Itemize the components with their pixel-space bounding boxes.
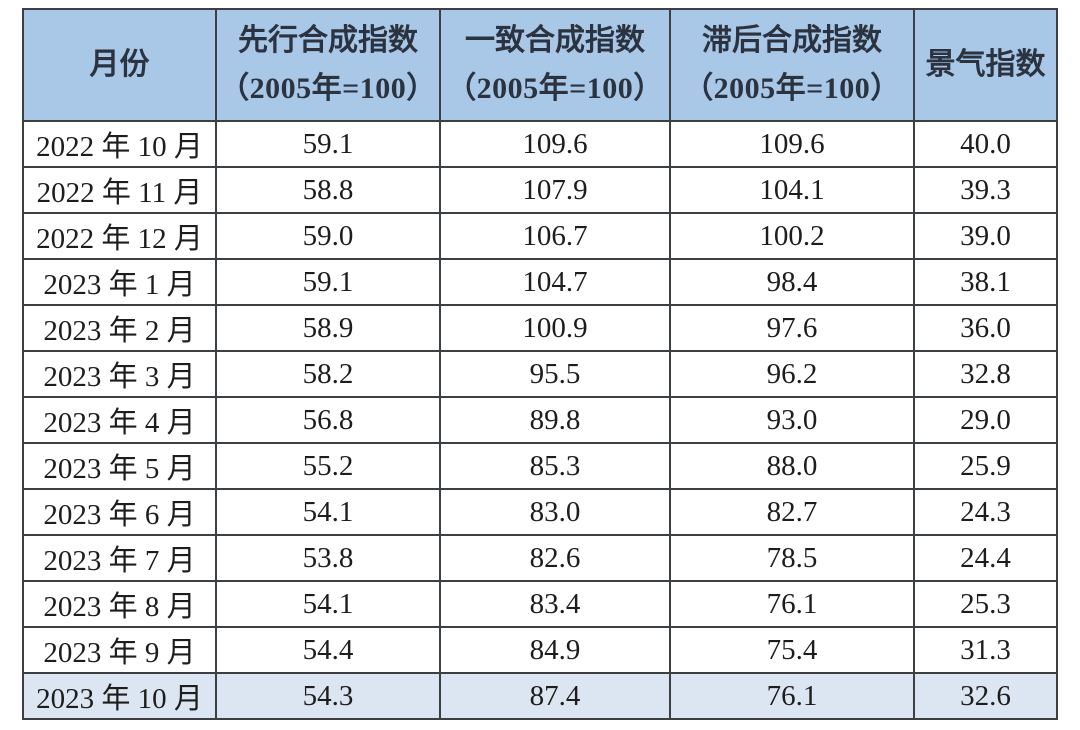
column-header-month: 月份 (22, 8, 217, 122)
lagging-index-cell: 76.1 (669, 580, 915, 628)
coincident-index-cell: 95.5 (439, 350, 671, 398)
month-cell: 2023 年 4 月 (22, 396, 217, 444)
lagging-index-cell: 78.5 (669, 534, 915, 582)
leading-index-cell: 58.8 (215, 166, 441, 214)
table-row: 2022 年 10 月 59.1 109.6 109.6 40.0 (22, 120, 1058, 168)
lagging-index-cell: 88.0 (669, 442, 915, 490)
lagging-index-cell: 75.4 (669, 626, 915, 674)
lagging-index-cell: 82.7 (669, 488, 915, 536)
table-row: 2023 年 6 月 54.1 83.0 82.7 24.3 (22, 488, 1058, 536)
month-cell: 2023 年 8 月 (22, 580, 217, 628)
leading-index-cell: 54.4 (215, 626, 441, 674)
prosperity-index-cell: 39.3 (913, 166, 1058, 214)
table-row: 2023 年 9 月 54.4 84.9 75.4 31.3 (22, 626, 1058, 674)
leading-index-cell: 59.0 (215, 212, 441, 260)
leading-index-cell: 53.8 (215, 534, 441, 582)
leading-index-cell: 56.8 (215, 396, 441, 444)
column-header-prosperity-index: 景气指数 (913, 8, 1058, 122)
coincident-index-cell: 106.7 (439, 212, 671, 260)
leading-index-cell: 54.1 (215, 580, 441, 628)
column-header-coincident-index: 一致合成指数 （2005年=100） (439, 8, 671, 122)
prosperity-index-cell: 38.1 (913, 258, 1058, 306)
prosperity-index-cell: 25.9 (913, 442, 1058, 490)
column-header-label: 滞后合成指数 (702, 23, 882, 57)
prosperity-index-cell: 32.8 (913, 350, 1058, 398)
prosperity-index-cell: 25.3 (913, 580, 1058, 628)
prosperity-index-cell: 24.3 (913, 488, 1058, 536)
column-header-sublabel: （2005年=100） (446, 72, 664, 105)
lagging-index-cell: 96.2 (669, 350, 915, 398)
leading-index-cell: 54.3 (215, 672, 441, 720)
leading-index-cell: 58.2 (215, 350, 441, 398)
coincident-index-cell: 83.0 (439, 488, 671, 536)
column-header-lagging-index: 滞后合成指数 （2005年=100） (669, 8, 915, 122)
prosperity-index-cell: 39.0 (913, 212, 1058, 260)
table-row: 2023 年 4 月 56.8 89.8 93.0 29.0 (22, 396, 1058, 444)
prosperity-index-cell: 36.0 (913, 304, 1058, 352)
coincident-index-cell: 100.9 (439, 304, 671, 352)
table-row: 2023 年 1 月 59.1 104.7 98.4 38.1 (22, 258, 1058, 306)
coincident-index-cell: 85.3 (439, 442, 671, 490)
coincident-index-cell: 84.9 (439, 626, 671, 674)
lagging-index-cell: 100.2 (669, 212, 915, 260)
coincident-index-cell: 109.6 (439, 120, 671, 168)
coincident-index-cell: 83.4 (439, 580, 671, 628)
lagging-index-cell: 98.4 (669, 258, 915, 306)
coincident-index-cell: 104.7 (439, 258, 671, 306)
column-header-leading-index: 先行合成指数 （2005年=100） (215, 8, 441, 122)
month-cell: 2023 年 5 月 (22, 442, 217, 490)
lagging-index-cell: 109.6 (669, 120, 915, 168)
lagging-index-cell: 93.0 (669, 396, 915, 444)
month-cell: 2023 年 6 月 (22, 488, 217, 536)
prosperity-index-cell: 29.0 (913, 396, 1058, 444)
month-cell: 2023 年 10 月 (22, 672, 217, 720)
lagging-index-cell: 76.1 (669, 672, 915, 720)
table-row: 2022 年 11 月 58.8 107.9 104.1 39.3 (22, 166, 1058, 214)
table-row-highlighted: 2023 年 10 月 54.3 87.4 76.1 32.6 (22, 672, 1058, 720)
month-cell: 2022 年 11 月 (22, 166, 217, 214)
table-row: 2023 年 8 月 54.1 83.4 76.1 25.3 (22, 580, 1058, 628)
table-row: 2023 年 7 月 53.8 82.6 78.5 24.4 (22, 534, 1058, 582)
coincident-index-cell: 87.4 (439, 672, 671, 720)
month-cell: 2023 年 2 月 (22, 304, 217, 352)
table-header-row: 月份 先行合成指数 （2005年=100） 一致合成指数 （2005年=100） 滞… (22, 8, 1058, 122)
leading-index-cell: 58.9 (215, 304, 441, 352)
table-row: 2023 年 2 月 58.9 100.9 97.6 36.0 (22, 304, 1058, 352)
leading-index-cell: 59.1 (215, 258, 441, 306)
coincident-index-cell: 89.8 (439, 396, 671, 444)
column-header-sublabel: （2005年=100） (219, 72, 437, 105)
month-cell: 2022 年 12 月 (22, 212, 217, 260)
leading-index-cell: 54.1 (215, 488, 441, 536)
column-header-label: 月份 (89, 47, 150, 81)
coincident-index-cell: 82.6 (439, 534, 671, 582)
leading-index-cell: 59.1 (215, 120, 441, 168)
lagging-index-cell: 97.6 (669, 304, 915, 352)
table-row: 2023 年 5 月 55.2 85.3 88.0 25.9 (22, 442, 1058, 490)
leading-index-cell: 55.2 (215, 442, 441, 490)
table-row: 2023 年 3 月 58.2 95.5 96.2 32.8 (22, 350, 1058, 398)
month-cell: 2023 年 3 月 (22, 350, 217, 398)
month-cell: 2023 年 1 月 (22, 258, 217, 306)
prosperity-index-cell: 32.6 (913, 672, 1058, 720)
lagging-index-cell: 104.1 (669, 166, 915, 214)
prosperity-index-cell: 24.4 (913, 534, 1058, 582)
column-header-label: 景气指数 (925, 47, 1046, 81)
month-cell: 2023 年 9 月 (22, 626, 217, 674)
column-header-label: 一致合成指数 (465, 23, 645, 57)
prosperity-index-cell: 31.3 (913, 626, 1058, 674)
table-row: 2022 年 12 月 59.0 106.7 100.2 39.0 (22, 212, 1058, 260)
column-header-label: 先行合成指数 (238, 23, 418, 57)
month-cell: 2022 年 10 月 (22, 120, 217, 168)
coincident-index-cell: 107.9 (439, 166, 671, 214)
prosperity-index-cell: 40.0 (913, 120, 1058, 168)
index-table: 月份 先行合成指数 （2005年=100） 一致合成指数 （2005年=100） 滞… (22, 8, 1058, 720)
month-cell: 2023 年 7 月 (22, 534, 217, 582)
column-header-sublabel: （2005年=100） (683, 72, 901, 105)
